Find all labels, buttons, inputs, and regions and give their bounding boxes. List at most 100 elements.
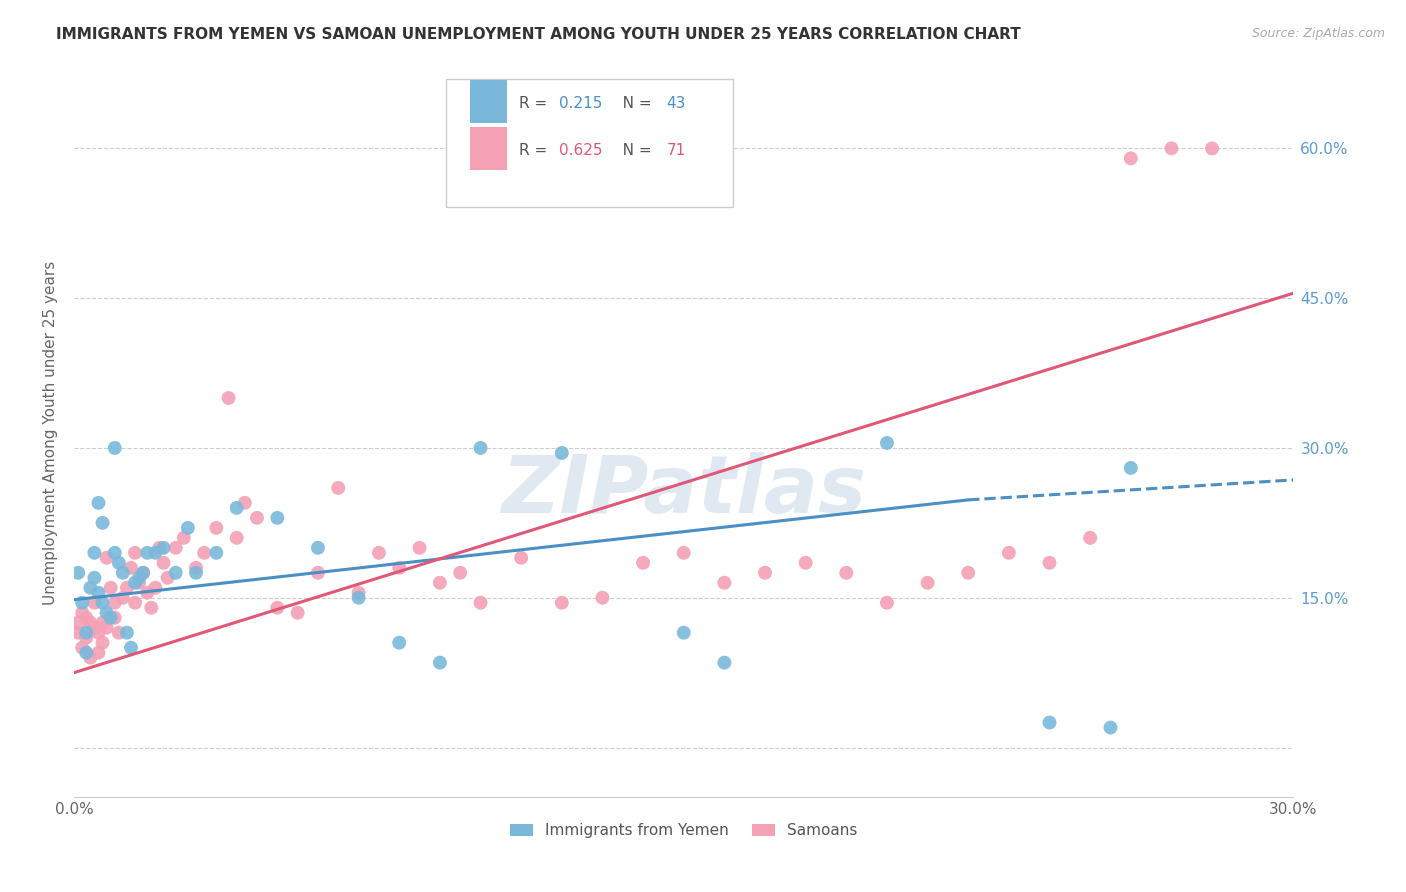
Point [75, 631, 97, 645]
Text: 71: 71 [666, 143, 686, 158]
Text: 43: 43 [666, 96, 686, 112]
Point [141, 600, 163, 615]
Point [551, 446, 574, 460]
Text: Source: ZipAtlas.com: Source: ZipAtlas.com [1251, 27, 1385, 40]
Text: N =: N = [609, 96, 657, 112]
Point [1119, 152, 1142, 166]
Point [307, 566, 329, 580]
Point [120, 561, 142, 575]
Point [754, 566, 776, 580]
Point [156, 571, 179, 585]
Point [510, 550, 533, 565]
Point [1038, 715, 1060, 730]
Point [75, 625, 97, 640]
Point [184, 566, 207, 580]
Point [233, 496, 256, 510]
Point [91, 615, 114, 630]
Point [145, 546, 167, 560]
FancyBboxPatch shape [471, 127, 508, 169]
Point [128, 571, 150, 585]
Point [1119, 461, 1142, 475]
Point [67, 615, 90, 630]
Text: R =: R = [519, 96, 557, 112]
Point [470, 441, 492, 455]
Point [145, 581, 167, 595]
Point [83, 546, 105, 560]
Point [713, 656, 735, 670]
Point [225, 500, 247, 515]
Point [79, 615, 101, 630]
Point [173, 531, 195, 545]
Point [672, 625, 695, 640]
Point [1078, 531, 1101, 545]
Text: ZIPatlas: ZIPatlas [501, 452, 866, 531]
Point [100, 611, 122, 625]
Point [388, 561, 411, 575]
Point [124, 575, 146, 590]
Text: 0.625: 0.625 [560, 143, 603, 158]
Point [1160, 141, 1182, 155]
Text: N =: N = [609, 143, 657, 158]
Point [87, 625, 110, 640]
Point [193, 546, 215, 560]
Point [672, 546, 695, 560]
Point [184, 561, 207, 575]
Point [83, 571, 105, 585]
Point [876, 596, 898, 610]
Point [794, 556, 817, 570]
Point [91, 516, 114, 530]
Point [328, 481, 350, 495]
Point [429, 575, 451, 590]
Point [67, 566, 90, 580]
Point [266, 600, 288, 615]
Point [876, 436, 898, 450]
FancyBboxPatch shape [471, 80, 508, 123]
Point [70, 606, 93, 620]
Point [128, 575, 150, 590]
Point [205, 521, 228, 535]
Point [177, 521, 200, 535]
Point [96, 550, 118, 565]
Point [835, 566, 858, 580]
Point [111, 591, 134, 605]
Point [367, 546, 389, 560]
Point [246, 511, 269, 525]
Point [87, 496, 110, 510]
Point [470, 596, 492, 610]
Point [132, 566, 155, 580]
Point [79, 581, 101, 595]
Point [91, 596, 114, 610]
Point [79, 650, 101, 665]
Text: IMMIGRANTS FROM YEMEN VS SAMOAN UNEMPLOYMENT AMONG YOUTH UNDER 25 YEARS CORRELAT: IMMIGRANTS FROM YEMEN VS SAMOAN UNEMPLOY… [56, 27, 1021, 42]
Point [998, 546, 1021, 560]
Point [225, 531, 247, 545]
Point [87, 586, 110, 600]
Point [120, 640, 142, 655]
Point [70, 596, 93, 610]
Text: 0.215: 0.215 [560, 96, 603, 112]
Point [957, 566, 980, 580]
Point [104, 596, 127, 610]
Point [1099, 721, 1122, 735]
Point [1201, 141, 1223, 155]
Point [115, 581, 138, 595]
Point [107, 625, 129, 640]
FancyBboxPatch shape [446, 79, 733, 207]
Point [917, 575, 939, 590]
Point [136, 586, 159, 600]
Y-axis label: Unemployment Among Youth under 25 years: Unemployment Among Youth under 25 years [44, 260, 58, 605]
Point [104, 441, 127, 455]
Point [124, 596, 146, 610]
Point [287, 606, 309, 620]
Point [136, 546, 159, 560]
Point [388, 635, 411, 649]
Point [91, 635, 114, 649]
Point [165, 566, 187, 580]
Point [591, 591, 613, 605]
Point [152, 541, 174, 555]
Point [104, 546, 127, 560]
Point [104, 611, 127, 625]
Point [551, 596, 574, 610]
Legend: Immigrants from Yemen, Samoans: Immigrants from Yemen, Samoans [503, 817, 863, 845]
Point [107, 556, 129, 570]
